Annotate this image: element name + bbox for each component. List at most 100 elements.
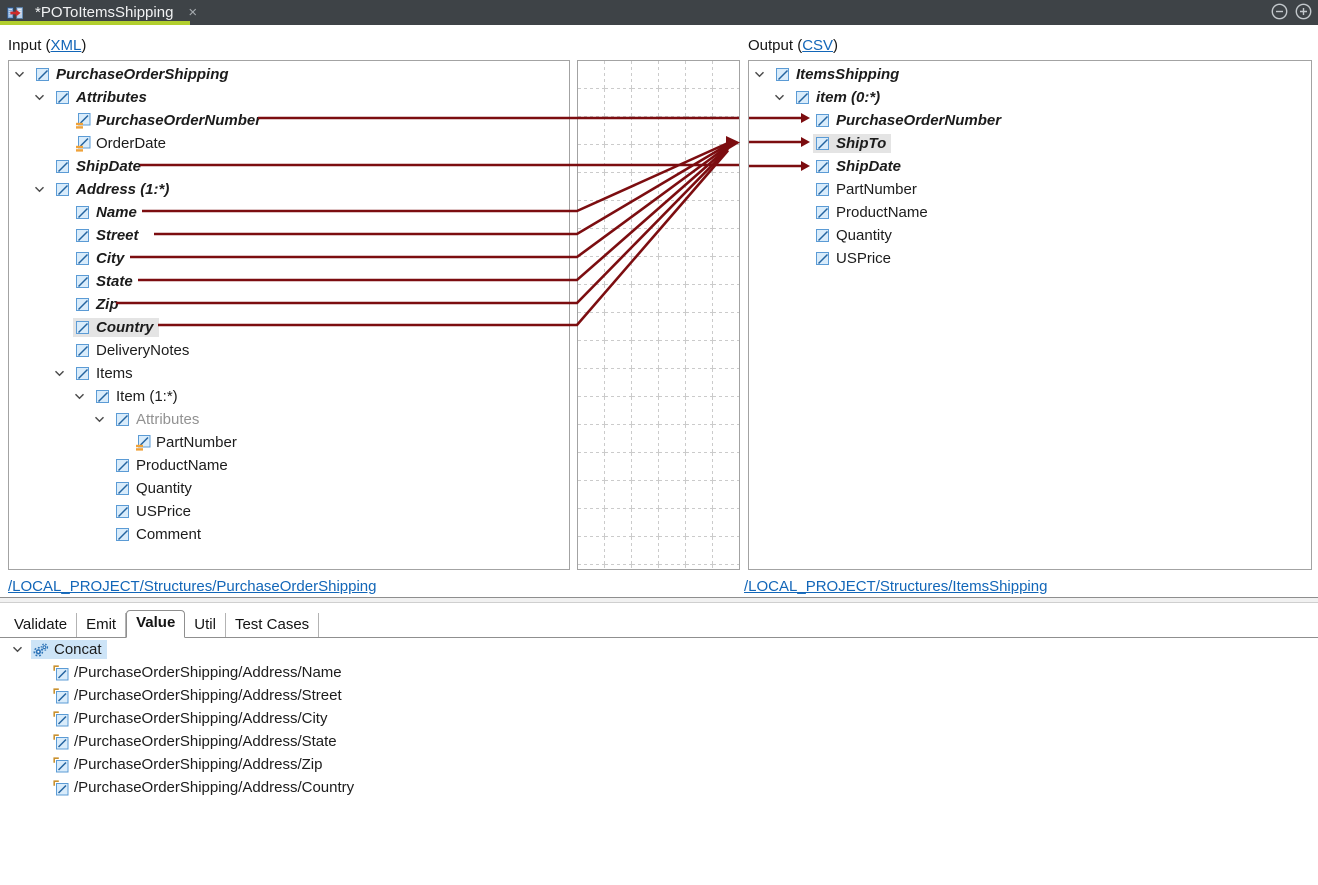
value-panel: Concat/PurchaseOrderShipping/Address/Nam… — [8, 638, 708, 799]
tree-item-street[interactable]: Street — [9, 224, 569, 247]
tree-item-purchaseordernumber[interactable]: PurchaseOrderNumber — [9, 109, 569, 132]
ref-icon — [53, 756, 69, 773]
tree-item-purchaseordershipping[interactable]: PurchaseOrderShipping — [9, 63, 569, 86]
tree-item-address-1[interactable]: Address (1:*) — [9, 178, 569, 201]
element-icon — [815, 251, 831, 267]
tree-item-concat[interactable]: Concat — [8, 638, 708, 661]
zoom-out-icon[interactable] — [1271, 3, 1288, 25]
tree-item-purchaseordershipping-address-country[interactable]: /PurchaseOrderShipping/Address/Country — [8, 776, 708, 799]
chevron-down-icon[interactable] — [74, 393, 93, 400]
tree-item-purchaseordernumber[interactable]: PurchaseOrderNumber — [749, 109, 1311, 132]
tree-item-partnumber[interactable]: PartNumber — [749, 178, 1311, 201]
input-format-link[interactable]: XML — [50, 37, 82, 54]
tree-item-label: USPrice — [136, 503, 192, 520]
element-icon — [95, 389, 111, 405]
tree-item-country[interactable]: Country — [9, 316, 569, 339]
input-label: Input ( — [8, 37, 51, 54]
editor-tab-bar: *POToItemsShipping × — [0, 0, 1318, 25]
tree-item-purchaseordershipping-address-name[interactable]: /PurchaseOrderShipping/Address/Name — [8, 661, 708, 684]
input-header: Input (XML) — [8, 37, 86, 54]
output-tree: ItemsShipping item (0:*) PurchaseOrderNumb… — [749, 61, 1311, 270]
tree-item-label: ProductName — [836, 204, 928, 221]
input-tree-panel: PurchaseOrderShipping Attributes PurchaseO… — [8, 60, 570, 570]
tab-util[interactable]: Util — [185, 613, 226, 637]
tree-item-label: OrderDate — [96, 135, 167, 152]
tree-item-productname[interactable]: ProductName — [9, 454, 569, 477]
chevron-down-icon[interactable] — [34, 186, 53, 193]
bottom-tab-strip: Validate Emit Value Util Test Cases — [0, 610, 1318, 638]
chevron-down-icon[interactable] — [754, 71, 773, 78]
tree-item-purchaseordershipping-address-state[interactable]: /PurchaseOrderShipping/Address/State — [8, 730, 708, 753]
input-tree: PurchaseOrderShipping Attributes PurchaseO… — [9, 61, 569, 546]
tree-item-label: Item (1:*) — [116, 388, 178, 405]
close-icon[interactable]: × — [188, 4, 198, 21]
output-format-link[interactable]: CSV — [802, 37, 834, 54]
tab-test-cases[interactable]: Test Cases — [226, 613, 320, 637]
tree-item-label: State — [96, 273, 133, 290]
mapping-grid — [578, 61, 739, 569]
input-label-suffix: ) — [81, 37, 87, 54]
tree-item-usprice[interactable]: USPrice — [749, 247, 1311, 270]
tree-item-label: Concat — [54, 641, 102, 658]
element-icon — [75, 205, 91, 221]
tree-item-label: Country — [96, 319, 154, 336]
tree-item-purchaseordershipping-address-street[interactable]: /PurchaseOrderShipping/Address/Street — [8, 684, 708, 707]
chevron-down-icon[interactable] — [12, 646, 31, 653]
tree-item-city[interactable]: City — [9, 247, 569, 270]
tree-item-attributes[interactable]: Attributes — [9, 408, 569, 431]
tree-item-quantity[interactable]: Quantity — [749, 224, 1311, 247]
tree-item-purchaseordershipping-address-zip[interactable]: /PurchaseOrderShipping/Address/Zip — [8, 753, 708, 776]
element-icon — [115, 481, 131, 497]
tree-item-label: ShipDate — [76, 158, 142, 175]
tree-item-productname[interactable]: ProductName — [749, 201, 1311, 224]
element-icon — [75, 228, 91, 244]
zoom-in-icon[interactable] — [1295, 3, 1312, 25]
tree-item-label: /PurchaseOrderShipping/Address/State — [74, 733, 337, 750]
chevron-down-icon[interactable] — [54, 370, 73, 377]
horizontal-splitter[interactable] — [0, 597, 1318, 603]
tab-value[interactable]: Value — [126, 610, 186, 638]
tree-item-item-0[interactable]: item (0:*) — [749, 86, 1311, 109]
ref-icon — [53, 710, 69, 727]
tree-item-quantity[interactable]: Quantity — [9, 477, 569, 500]
output-label-suffix: ) — [833, 37, 839, 54]
tree-item-shipdate[interactable]: ShipDate — [9, 155, 569, 178]
tree-item-attributes[interactable]: Attributes — [9, 86, 569, 109]
document-tab[interactable]: *POToItemsShipping × — [0, 0, 197, 25]
chevron-down-icon[interactable] — [34, 94, 53, 101]
ref-icon — [53, 779, 69, 796]
output-structure-link[interactable]: /LOCAL_PROJECT/Structures/ItemsShipping — [744, 578, 1048, 595]
tree-item-name[interactable]: Name — [9, 201, 569, 224]
element-icon — [75, 343, 91, 359]
tab-emit[interactable]: Emit — [77, 613, 127, 637]
tree-item-comment[interactable]: Comment — [9, 523, 569, 546]
element-icon — [75, 274, 91, 290]
tree-item-partnumber[interactable]: PartNumber — [9, 431, 569, 454]
tree-item-deliverynotes[interactable]: DeliveryNotes — [9, 339, 569, 362]
chevron-down-icon[interactable] — [94, 416, 113, 423]
tree-item-orderdate[interactable]: OrderDate — [9, 132, 569, 155]
mapping-canvas — [577, 60, 740, 570]
element-icon — [775, 67, 791, 83]
tree-item-zip[interactable]: Zip — [9, 293, 569, 316]
tree-item-items[interactable]: Items — [9, 362, 569, 385]
element-icon — [35, 67, 51, 83]
tree-item-shipto[interactable]: ShipTo — [749, 132, 1311, 155]
tree-item-item-1[interactable]: Item (1:*) — [9, 385, 569, 408]
input-structure-link[interactable]: /LOCAL_PROJECT/Structures/PurchaseOrderS… — [8, 578, 377, 595]
tree-item-state[interactable]: State — [9, 270, 569, 293]
chevron-down-icon[interactable] — [14, 71, 33, 78]
tree-item-usprice[interactable]: USPrice — [9, 500, 569, 523]
element-icon — [795, 90, 811, 106]
tree-item-label: /PurchaseOrderShipping/Address/Name — [74, 664, 342, 681]
element-icon — [55, 182, 71, 198]
element-icon — [75, 320, 91, 336]
tab-validate[interactable]: Validate — [5, 613, 78, 637]
chevron-down-icon[interactable] — [774, 94, 793, 101]
tree-item-itemsshipping[interactable]: ItemsShipping — [749, 63, 1311, 86]
tree-item-purchaseordershipping-address-city[interactable]: /PurchaseOrderShipping/Address/City — [8, 707, 708, 730]
tree-item-shipdate[interactable]: ShipDate — [749, 155, 1311, 178]
tree-item-label: Quantity — [136, 480, 192, 497]
output-label: Output ( — [748, 37, 803, 54]
